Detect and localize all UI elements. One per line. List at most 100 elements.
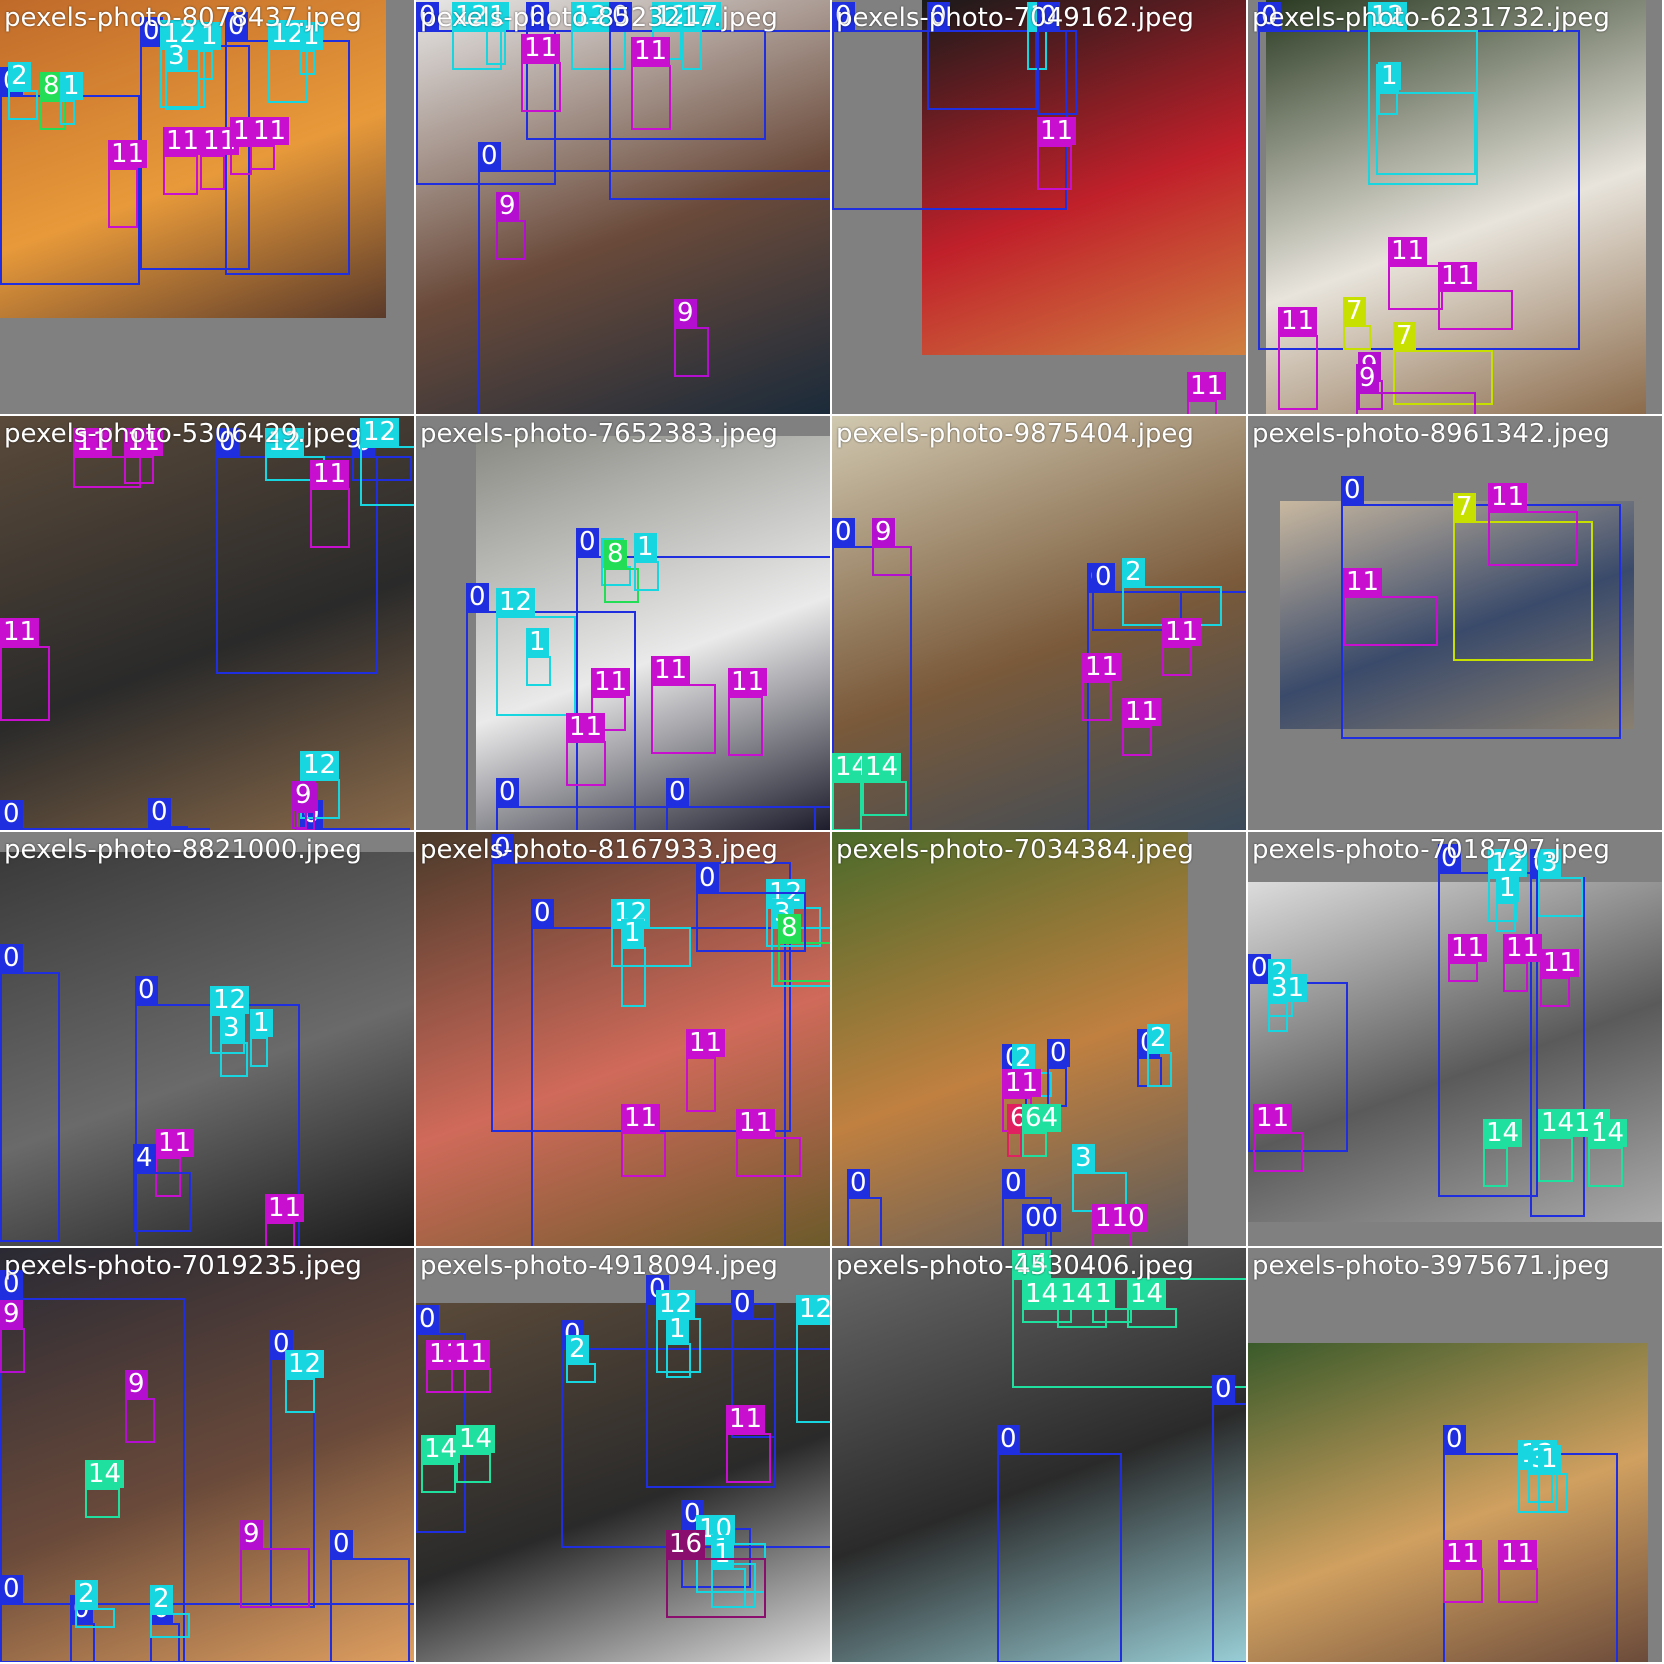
bounding-box: 14	[85, 1460, 125, 1518]
class-label: 1	[526, 628, 549, 656]
bounding-box: 11	[728, 668, 768, 756]
tile-5: pexels-photo-7652383.jpeg 02810121111111…	[416, 416, 830, 830]
class-label: 11	[1498, 1540, 1538, 1568]
filename-label: pexels-photo-9875404.jpeg	[836, 419, 1194, 449]
class-label: 0	[526, 2, 549, 30]
class-label: 12	[452, 2, 492, 30]
bounding-box: 11	[1037, 117, 1077, 190]
bounding-box: 11	[155, 1129, 195, 1197]
class-label: 1	[1496, 874, 1519, 902]
bounding-box: 0	[300, 800, 410, 830]
class-label: 11	[726, 1405, 766, 1433]
class-label: 2	[75, 1580, 98, 1608]
bounding-box: 0	[1341, 476, 1621, 739]
class-label: 11	[566, 713, 606, 741]
class-label: 0	[997, 1425, 1020, 1453]
class-label: 1	[1092, 1280, 1115, 1308]
photo-area	[1280, 501, 1634, 729]
class-label: 11	[1388, 237, 1428, 265]
class-label: 64	[1022, 1104, 1062, 1132]
bounding-box: 3	[165, 42, 200, 110]
class-label: 11	[1443, 1540, 1483, 1568]
bounding-box: 12	[360, 418, 414, 506]
class-label: 17	[682, 2, 722, 30]
bounding-box: 9	[872, 518, 912, 576]
bounding-box: 12	[1488, 849, 1528, 922]
bounding-box: 11	[651, 656, 716, 754]
class-label: 0	[1037, 2, 1060, 30]
bounding-box: 31	[1268, 974, 1308, 1032]
bounding-box: 0	[1002, 1169, 1052, 1246]
class-label: 12	[656, 1290, 696, 1318]
class-label: 0	[1341, 476, 1364, 504]
class-label: 0	[1092, 563, 1115, 591]
bounding-box: 1	[1496, 874, 1519, 932]
bounding-box: 8	[604, 540, 639, 603]
bounding-box: 11	[163, 127, 203, 195]
tile-8: pexels-photo-8821000.jpeg 0 0 12 3 1 11 4 11	[0, 832, 414, 1246]
bounding-box: 7	[1393, 322, 1493, 405]
bounding-box: 0	[216, 428, 378, 674]
filename-label: pexels-photo-3975671.jpeg	[1252, 1251, 1610, 1281]
class-label: 9	[240, 1520, 263, 1548]
bounding-box: 12	[496, 588, 576, 716]
filename-label: pexels-photo-7019235.jpeg	[4, 1251, 362, 1281]
bounding-box: 12	[656, 1290, 701, 1373]
bounding-box: 17	[682, 2, 722, 70]
class-label: 14	[421, 1435, 461, 1463]
bounding-box: 1	[711, 1540, 746, 1608]
bounding-box: 9	[1356, 364, 1476, 414]
filename-label: pexels-photo-7049162.jpeg	[836, 3, 1194, 33]
bounding-box: 12	[571, 2, 626, 70]
bounding-box: 12	[210, 986, 250, 1054]
tile-3: pexels-photo-6231732.jpeg 01231111111779…	[1248, 0, 1662, 414]
bounding-box: 11	[521, 34, 561, 112]
class-label: 11	[736, 1109, 776, 1137]
bounding-box: 2	[75, 1580, 115, 1628]
bounding-box: 7	[1343, 297, 1371, 350]
class-label: 0	[1443, 1425, 1466, 1453]
filename-label: pexels-photo-8821000.jpeg	[4, 835, 362, 865]
class-label: 11	[1037, 117, 1077, 145]
bounding-box: 11	[230, 117, 270, 175]
class-label: 11	[1438, 262, 1478, 290]
bounding-box: 3	[220, 1014, 248, 1077]
bounding-box: 11	[1278, 307, 1318, 410]
class-label: 14	[1012, 1250, 1052, 1278]
class-label: 11	[265, 1194, 305, 1222]
filename-label: pexels-photo-8961342.jpeg	[1252, 419, 1610, 449]
bounding-box: 9	[240, 1520, 310, 1608]
bounding-box: 0	[531, 899, 786, 1246]
class-label: 0	[0, 944, 23, 972]
filename-label: pexels-photo-6231732.jpeg	[1252, 3, 1610, 33]
class-label: 11	[1343, 568, 1383, 596]
bounding-box: 11	[1488, 483, 1578, 566]
class-label: 0	[491, 834, 514, 862]
class-label: 14	[1588, 1119, 1628, 1147]
class-label: 7	[1343, 297, 1366, 325]
class-label: 0	[1047, 1039, 1070, 1067]
bounding-box: 0	[70, 1595, 95, 1662]
class-label: 2	[8, 62, 31, 90]
bounding-box: 11	[310, 460, 350, 548]
bounding-box: 7	[1453, 493, 1593, 661]
class-label: 9	[0, 1300, 23, 1328]
class-label: 2	[1122, 558, 1145, 586]
class-label: 11	[1488, 483, 1528, 511]
tile-12: pexels-photo-7019235.jpeg 09914012009020…	[0, 1248, 414, 1662]
bounding-box: 14	[1012, 1250, 1246, 1388]
bounding-box: 11	[1498, 1540, 1538, 1603]
bounding-box: 11	[1438, 262, 1513, 330]
bounding-box: 11	[200, 127, 240, 190]
class-label: 8	[40, 72, 63, 100]
filename-label: pexels-photo-7034384.jpeg	[836, 835, 1194, 865]
bounding-box: 0	[496, 778, 816, 830]
class-label: 11	[1002, 1069, 1042, 1097]
photo-area	[922, 0, 1246, 355]
bounding-box: 2	[150, 1585, 190, 1638]
bounding-box: 1	[1538, 1445, 1568, 1513]
bounding-box: 14	[1127, 1280, 1177, 1328]
class-label: 1	[1378, 62, 1401, 90]
bounding-box: 12	[1368, 2, 1478, 185]
class-label: 2	[566, 1335, 589, 1363]
